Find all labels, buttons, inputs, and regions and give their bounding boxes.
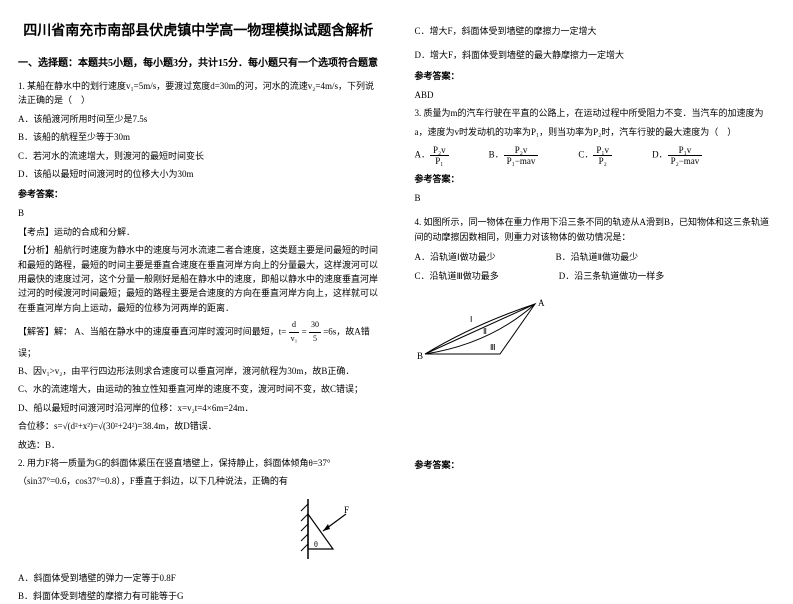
q3-D: D．P₁vP₂−mav <box>652 145 702 166</box>
q4-D: D．沿三条轨道做功一样多 <box>559 269 665 282</box>
q1-ans-label: 参考答案： <box>18 187 379 200</box>
q1-sol: 【解答】解： A、当船在静水中的速度垂直河岸时渡河时间最短，t= dv₁ = 3… <box>18 319 379 360</box>
q2-opt-a: A．斜面体受到墙壁的弹力一定等于0.8F <box>18 571 379 585</box>
q4-row1: A．沿轨道Ⅰ做功最少 B．沿轨道Ⅱ做功最少 <box>415 250 776 263</box>
q3-options: A．P₂vP₁ B．P₂vP₁−mav C．P₁vP₂ D．P₁vP₂−mav <box>415 145 776 166</box>
q1-solB: B、因v₁>v₂，由平行四边形法则求合速度可以垂直河岸，渡河航程为30m，故B正… <box>18 364 379 378</box>
q3-A: A．P₂vP₁ <box>415 145 449 166</box>
q1-opt-d: D．该船以最短时间渡河时的位移大小为30m <box>18 167 379 181</box>
q3-C: C．P₁vP₂ <box>578 145 612 166</box>
q2-ans: ABD <box>415 88 776 102</box>
q1-solD2: 合位移：s=√(d²+x²)=√(30²+24²)=38.4m，故D错误． <box>18 419 379 433</box>
q1-opt-a: A．该船渡河所用时间至少是7.5s <box>18 112 379 126</box>
q1-opt-c: C．若河水的流速增大，则渡河的最短时间变长 <box>18 149 379 163</box>
q4-stem: 4. 如图所示，同一物体在重力作用下沿三条不同的轨迹从A滑到B，已知物体和这三条… <box>415 215 776 244</box>
frac-1: dv₁ <box>289 319 300 346</box>
frac-2: 305 <box>309 319 321 346</box>
wall-diagram: F θ <box>298 499 358 559</box>
svg-text:θ: θ <box>314 540 318 549</box>
q2-stem2: （sin37°=0.6，cos37°=0.8），F垂直于斜边，以下几种说法，正确… <box>18 474 379 488</box>
q2-opt-b: B．斜面体受到墙壁的摩擦力有可能等于G <box>18 589 379 603</box>
q1-stem: 1. 某船在静水中的划行速度v₁=5m/s，要渡过宽度d=30m的河，河水的流速… <box>18 79 379 108</box>
triangle-diagram: A B Ⅰ Ⅱ Ⅲ <box>415 294 555 364</box>
page-title: 四川省南充市南部县伏虎镇中学高一物理模拟试题含解析 <box>18 20 379 40</box>
q1-solC: C、水的流速增大，由运动的独立性知垂直河岸的速度不变，渡河时间不变，故C错误； <box>18 382 379 396</box>
q2-opt-c: C．增大F，斜面体受到墙壁的摩擦力一定增大 <box>415 24 776 38</box>
q4-ans-label: 参考答案： <box>415 458 776 471</box>
svg-text:F: F <box>344 505 349 515</box>
eq: = <box>302 326 307 336</box>
q3-ans-label: 参考答案： <box>415 172 776 185</box>
q2-ans-label: 参考答案： <box>415 69 776 82</box>
q1-expl-label: 【考点】运动的合成和分解． <box>18 225 379 239</box>
svg-text:Ⅲ: Ⅲ <box>490 343 496 352</box>
q3-stem: 3. 质量为m的汽车行驶在平直的公路上，在运动过程中所受阻力不变．当汽车的加速度… <box>415 106 776 120</box>
q4-C: C．沿轨道Ⅲ做功最多 <box>415 269 499 282</box>
left-column: 四川省南充市南部县伏虎镇中学高一物理模拟试题含解析 一、选择题：本题共5小题，每… <box>0 0 397 561</box>
q1-solD: D、船以最短时间渡河时沿河岸的位移：x=v₂t=4×6m=24m． <box>18 401 379 415</box>
q1-opt-b: B．该船的航程至少等于30m <box>18 130 379 144</box>
q4-A: A．沿轨道Ⅰ做功最少 <box>415 250 496 263</box>
right-column: C．增大F，斜面体受到墙壁的摩擦力一定增大 D．增大F，斜面体受到墙壁的最大静摩… <box>397 0 793 561</box>
q4-B: B．沿轨道Ⅱ做功最少 <box>556 250 638 263</box>
q3-stem2: a，速度为v时发动机的功率为P₁，则当功率为P₂时，汽车行驶的最大速度为（ ） <box>415 125 776 139</box>
q1-solE: 故选：B． <box>18 438 379 452</box>
q3-B: B．P₂vP₁−mav <box>489 145 539 166</box>
svg-text:Ⅰ: Ⅰ <box>470 315 472 324</box>
svg-text:B: B <box>417 351 423 361</box>
q4-row2: C．沿轨道Ⅲ做功最多 D．沿三条轨道做功一样多 <box>415 269 776 282</box>
svg-text:A: A <box>538 298 545 308</box>
section-heading: 一、选择题：本题共5小题，每小题3分，共计15分．每小题只有一个选项符合题意 <box>18 54 379 69</box>
q2-stem: 2. 用力F将一质量为G的斜面体紧压在竖直墙壁上，保持静止，斜面体倾角θ=37° <box>18 456 379 470</box>
q1-ans: B <box>18 206 379 220</box>
svg-text:Ⅱ: Ⅱ <box>483 327 487 336</box>
q1-sol-label: 【解答】解： <box>18 326 72 336</box>
q3-ans: B <box>415 191 776 205</box>
q1-solA-pre: A、当船在静水中的速度垂直河岸时渡河时间最短，t= <box>74 326 286 336</box>
q2-opt-d: D．增大F，斜面体受到墙壁的最大静摩擦力一定增大 <box>415 48 776 62</box>
q1-expl1: 【分析】船航行时速度为静水中的速度与河水流速二者合速度，这类题主要是问最短的时间… <box>18 243 379 315</box>
